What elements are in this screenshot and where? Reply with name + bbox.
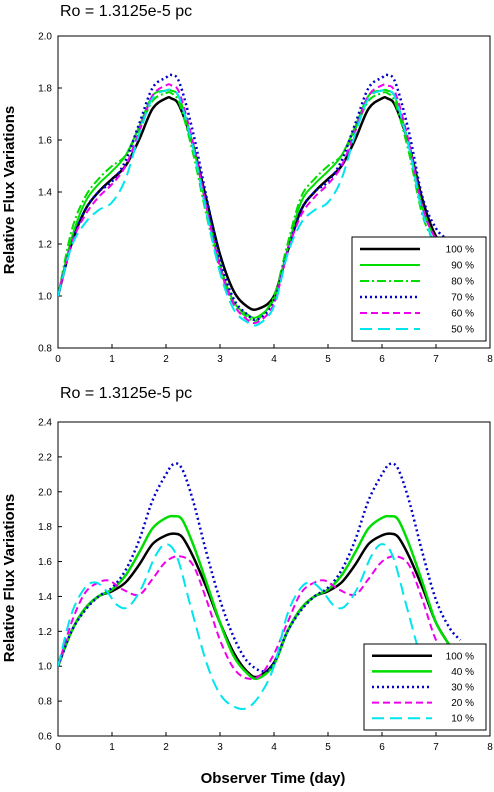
legend-label: 20 % (451, 698, 474, 709)
chart-2-title: Ro = 1.3125e-5 pc (60, 385, 192, 402)
series-line (58, 555, 451, 680)
chart-1-series (58, 73, 448, 327)
x-tick-label: 5 (325, 742, 331, 753)
y-tick-label: 1.8 (38, 84, 52, 95)
series-line (58, 73, 448, 322)
y-tick-label: 0.8 (38, 344, 52, 355)
series-line (58, 88, 448, 319)
legend-label: 30 % (451, 683, 474, 694)
x-tick-label: 1 (109, 742, 115, 753)
series-line (58, 543, 437, 711)
series-line (58, 514, 451, 681)
chart-1-y-axis-label: Relative Flux Variations (1, 106, 18, 274)
x-tick-label: 4 (271, 742, 277, 753)
x-tick-label: 6 (379, 354, 385, 365)
series-line (58, 91, 448, 322)
y-tick-label: 2.0 (38, 487, 52, 498)
y-tick-label: 1.0 (38, 292, 52, 303)
x-tick-label: 8 (487, 354, 493, 365)
series-line (58, 532, 451, 679)
y-tick-label: 0.8 (38, 697, 52, 708)
y-tick-label: 2.2 (38, 452, 52, 463)
chart-2-y-axis-label: Relative Flux Variations (1, 494, 18, 662)
legend-box (351, 236, 487, 342)
x-tick-label: 3 (217, 354, 223, 365)
legend-box (363, 643, 487, 731)
x-tick-label: 1 (109, 354, 115, 365)
legend-label: 50 % (451, 325, 474, 336)
x-tick-label: 2 (163, 742, 169, 753)
series-line (58, 96, 448, 311)
chart-2-axes: 0 1 2 3 4 5 6 7 8 0.6 0.8 1.0 1.2 1.4 1.6 1.8 2.0 2.2 2.4 (38, 418, 493, 754)
y-tick-label: 1.6 (38, 136, 52, 147)
chart-2-series (58, 462, 462, 711)
y-tick-label: 2.4 (38, 418, 52, 429)
chart-2-legend: 100 % 40 % 30 % 20 % 10 % (363, 643, 487, 731)
x-tick-label: 0 (55, 354, 61, 365)
x-tick-label: 3 (217, 742, 223, 753)
series-line (58, 462, 462, 673)
y-tick-label: 0.6 (38, 732, 52, 743)
legend-label: 40 % (451, 667, 474, 678)
chart-1: Ro = 1.3125e-5 pc 0 1 2 3 4 5 6 7 8 0.8 1.0 1.2 1.4 1… (38, 3, 493, 365)
legend-label: 10 % (451, 714, 474, 725)
y-tick-label: 1.8 (38, 522, 52, 533)
legend-label: 100 % (446, 245, 474, 256)
x-tick-label: 8 (487, 742, 493, 753)
y-tick-label: 1.6 (38, 557, 52, 568)
x-tick-label: 2 (163, 354, 169, 365)
x-axis-label: Observer Time (day) (201, 770, 346, 787)
x-tick-label: 7 (433, 354, 439, 365)
series-line (58, 88, 448, 327)
legend-label: 90 % (451, 261, 474, 272)
legend-label: 60 % (451, 309, 474, 320)
x-tick-label: 0 (55, 742, 61, 753)
legend-label: 80 % (451, 277, 474, 288)
y-tick-label: 1.4 (38, 592, 52, 603)
y-tick-label: 1.2 (38, 240, 52, 251)
x-tick-label: 4 (271, 354, 277, 365)
legend-label: 70 % (451, 293, 474, 304)
chart-1-axes: 0 1 2 3 4 5 6 7 8 0.8 1.0 1.2 1.4 1.6 1.8 2.0 (38, 32, 493, 366)
x-tick-label: 7 (433, 742, 439, 753)
chart-1-title: Ro = 1.3125e-5 pc (60, 3, 192, 20)
chart-1-legend: 100 % 90 % 80 % 70 % 60 % 50 % (351, 236, 487, 342)
chart-2: Ro = 1.3125e-5 pc 0 1 2 3 4 5 6 7 8 0.6 0.8 1.0 1.2 1… (38, 385, 493, 753)
y-tick-label: 2.0 (38, 32, 52, 43)
x-tick-label: 5 (325, 354, 331, 365)
y-tick-label: 1.4 (38, 188, 52, 199)
y-tick-label: 1.2 (38, 627, 52, 638)
x-tick-label: 6 (379, 742, 385, 753)
y-tick-label: 1.0 (38, 662, 52, 673)
legend-label: 100 % (446, 651, 474, 662)
